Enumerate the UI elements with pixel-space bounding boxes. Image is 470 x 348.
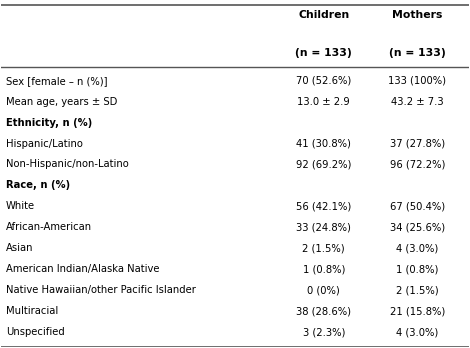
Text: 3 (2.3%): 3 (2.3%) (303, 327, 345, 337)
Text: Children: Children (298, 10, 349, 20)
Text: (n = 133): (n = 133) (296, 48, 352, 58)
Text: Sex [female – n (%)]: Sex [female – n (%)] (6, 76, 108, 86)
Text: 1 (0.8%): 1 (0.8%) (303, 264, 345, 274)
Text: African-American: African-American (6, 222, 92, 232)
Text: 96 (72.2%): 96 (72.2%) (390, 159, 445, 169)
Text: Asian: Asian (6, 243, 33, 253)
Text: 13.0 ± 2.9: 13.0 ± 2.9 (298, 97, 350, 106)
Text: 21 (15.8%): 21 (15.8%) (390, 306, 445, 316)
Text: 92 (69.2%): 92 (69.2%) (296, 159, 352, 169)
Text: 0 (0%): 0 (0%) (307, 285, 340, 295)
Text: 2 (1.5%): 2 (1.5%) (303, 243, 345, 253)
Text: Mothers: Mothers (392, 10, 442, 20)
Text: 2 (1.5%): 2 (1.5%) (396, 285, 439, 295)
Text: Native Hawaiian/other Pacific Islander: Native Hawaiian/other Pacific Islander (6, 285, 196, 295)
Text: 56 (42.1%): 56 (42.1%) (296, 201, 352, 212)
Text: Race, n (%): Race, n (%) (6, 181, 70, 190)
Text: 38 (28.6%): 38 (28.6%) (296, 306, 351, 316)
Text: White: White (6, 201, 35, 212)
Text: 133 (100%): 133 (100%) (388, 76, 446, 86)
Text: American Indian/Alaska Native: American Indian/Alaska Native (6, 264, 159, 274)
Text: 34 (25.6%): 34 (25.6%) (390, 222, 445, 232)
Text: 70 (52.6%): 70 (52.6%) (296, 76, 352, 86)
Text: 37 (27.8%): 37 (27.8%) (390, 139, 445, 149)
Text: Multiracial: Multiracial (6, 306, 58, 316)
Text: Non-Hispanic/non-Latino: Non-Hispanic/non-Latino (6, 159, 129, 169)
Text: (n = 133): (n = 133) (389, 48, 446, 58)
Text: 4 (3.0%): 4 (3.0%) (396, 327, 439, 337)
Text: 41 (30.8%): 41 (30.8%) (296, 139, 351, 149)
Text: 43.2 ± 7.3: 43.2 ± 7.3 (391, 97, 444, 106)
Text: Mean age, years ± SD: Mean age, years ± SD (6, 97, 118, 106)
Text: 33 (24.8%): 33 (24.8%) (296, 222, 351, 232)
Text: Ethnicity, n (%): Ethnicity, n (%) (6, 118, 92, 128)
Text: 67 (50.4%): 67 (50.4%) (390, 201, 445, 212)
Text: 4 (3.0%): 4 (3.0%) (396, 243, 439, 253)
Text: Hispanic/Latino: Hispanic/Latino (6, 139, 83, 149)
Text: Unspecified: Unspecified (6, 327, 65, 337)
Text: 1 (0.8%): 1 (0.8%) (396, 264, 439, 274)
